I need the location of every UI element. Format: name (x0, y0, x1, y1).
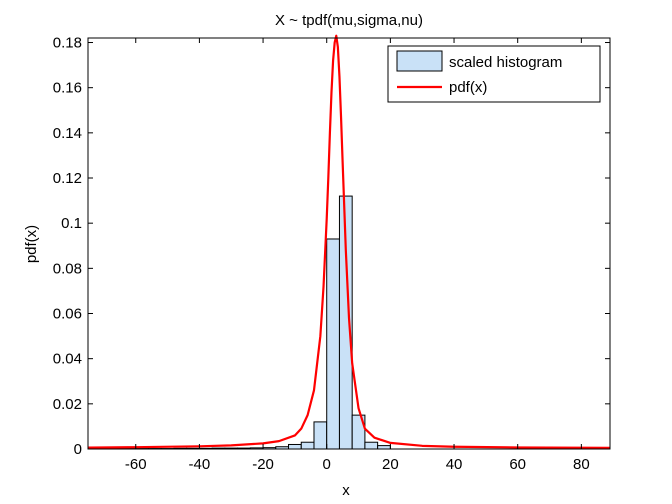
histogram-bar (300, 441, 315, 450)
y-axis-ticks: 0 0.02 0.04 0.06 0.08 0.1 0.12 0.14 0.16 0.18 (53, 35, 610, 458)
legend-histogram-label: scaled histogram (449, 54, 562, 71)
y-tick-label: 0.06 (53, 306, 82, 323)
histogram-bar (364, 441, 379, 450)
axes-frame (87, 37, 611, 450)
legend-histogram-swatch (396, 50, 443, 72)
y-tick-label: 0.1 (61, 215, 82, 232)
x-tick-label: 20 (382, 456, 399, 473)
y-tick-label: 0.04 (53, 351, 82, 368)
y-tick-label: 0.14 (53, 125, 82, 142)
y-axis-label: pdf(x) (23, 225, 40, 263)
y-tick-label: 0.02 (53, 396, 82, 413)
x-tick-label: 40 (446, 456, 463, 473)
legend: scaled histogram pdf(x) (387, 45, 601, 103)
pdf-curve (87, 34, 611, 449)
y-tick-label: 0.12 (53, 170, 82, 187)
x-tick-label: 60 (509, 456, 526, 473)
histogram-bar (326, 238, 340, 450)
histogram-bar (313, 421, 328, 450)
x-axis-ticks: -60 -40 -20 0 20 40 60 80 (125, 38, 590, 473)
x-tick-label: -20 (252, 456, 274, 473)
x-tick-label: -40 (189, 456, 211, 473)
y-tick-label: 0.16 (53, 80, 82, 97)
histogram-bar (288, 443, 302, 450)
histogram-bar (377, 445, 391, 450)
x-tick-label: -60 (125, 456, 147, 473)
y-tick-label: 0 (74, 441, 82, 458)
x-tick-label: 80 (573, 456, 590, 473)
y-tick-label: 0.18 (53, 35, 82, 52)
x-axis-label: x (342, 482, 350, 499)
y-tick-label: 0.08 (53, 260, 82, 277)
chart-title: X ~ tpdf(mu,sigma,nu) (275, 12, 423, 29)
legend-pdf-label: pdf(x) (449, 79, 487, 96)
x-tick-label: 0 (323, 456, 331, 473)
